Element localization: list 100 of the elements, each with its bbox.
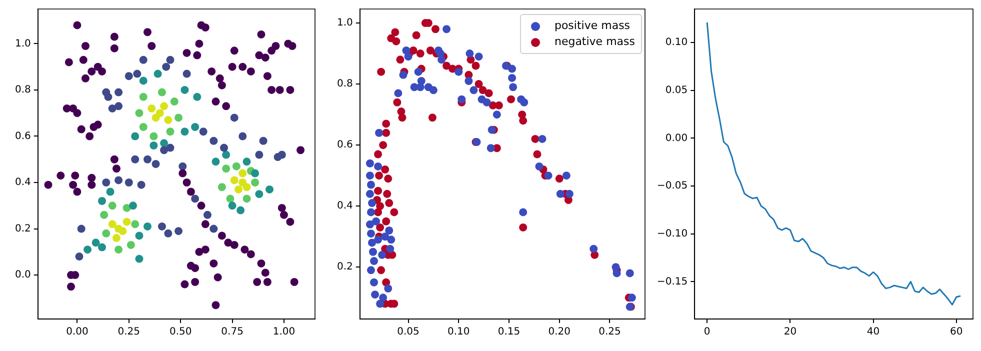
y-tick-label: −0.05 bbox=[656, 180, 688, 192]
point bbox=[98, 197, 106, 206]
point bbox=[222, 164, 230, 173]
point bbox=[152, 160, 160, 168]
point bbox=[102, 229, 110, 238]
x-tick-label: 0.00 bbox=[66, 326, 88, 338]
point bbox=[154, 70, 162, 78]
point bbox=[148, 104, 156, 112]
y-tick-label: 0.00 bbox=[665, 132, 688, 144]
y-tick-label: 0.4 bbox=[14, 177, 31, 188]
legend-label: negative mass bbox=[554, 34, 635, 50]
point bbox=[102, 88, 110, 96]
point bbox=[126, 240, 135, 249]
point bbox=[156, 109, 164, 118]
point bbox=[242, 194, 251, 203]
y-tick-label: −0.10 bbox=[656, 228, 688, 240]
point bbox=[144, 155, 152, 164]
point bbox=[193, 92, 202, 101]
point bbox=[251, 178, 260, 187]
point bbox=[84, 246, 92, 254]
point bbox=[230, 114, 238, 122]
point bbox=[226, 194, 234, 203]
point bbox=[139, 76, 148, 85]
point bbox=[150, 141, 158, 150]
point bbox=[251, 169, 260, 178]
point bbox=[108, 104, 116, 112]
point bbox=[106, 188, 114, 196]
point bbox=[180, 128, 189, 136]
point bbox=[112, 234, 120, 242]
point bbox=[255, 150, 264, 159]
x-tick-label: 0.50 bbox=[169, 326, 192, 338]
point bbox=[222, 150, 230, 159]
point bbox=[131, 220, 140, 228]
x-tick-label: 0.05 bbox=[397, 326, 420, 338]
point bbox=[278, 150, 286, 159]
point bbox=[114, 176, 123, 184]
point bbox=[259, 136, 268, 145]
x-tick-label: 40 bbox=[866, 326, 880, 338]
x-tick-label: 0.20 bbox=[548, 326, 571, 338]
x-tick-label: 0.25 bbox=[118, 326, 140, 338]
point bbox=[218, 183, 226, 192]
y-tick-label: 0.10 bbox=[665, 37, 688, 48]
point bbox=[220, 144, 228, 152]
point bbox=[122, 204, 131, 212]
point bbox=[158, 88, 166, 96]
point bbox=[124, 72, 133, 80]
point bbox=[133, 70, 142, 78]
y-tick-label: 1.0 bbox=[336, 18, 353, 29]
point bbox=[108, 220, 116, 228]
point bbox=[234, 185, 242, 194]
legend-label: positive mass bbox=[554, 18, 630, 34]
point bbox=[114, 224, 123, 233]
point bbox=[137, 180, 146, 189]
point bbox=[228, 202, 236, 210]
point bbox=[212, 158, 220, 166]
point bbox=[199, 128, 208, 136]
point bbox=[150, 132, 158, 140]
y-tick-label: 0.2 bbox=[336, 262, 353, 273]
point bbox=[182, 70, 191, 78]
point bbox=[135, 254, 144, 263]
x-tick-label: 0.25 bbox=[598, 326, 621, 338]
point bbox=[191, 194, 200, 203]
y-tick-label: 0.2 bbox=[14, 223, 31, 234]
point bbox=[122, 218, 131, 226]
point bbox=[160, 102, 168, 110]
point bbox=[131, 155, 140, 164]
y-tick-label: 0.05 bbox=[665, 84, 688, 96]
point bbox=[75, 252, 84, 261]
x-tick-label: 0.75 bbox=[221, 326, 244, 338]
point bbox=[210, 224, 218, 233]
point bbox=[144, 222, 152, 230]
x-tick-label: 0.15 bbox=[498, 326, 520, 338]
point bbox=[166, 144, 174, 152]
x-tick-label: 60 bbox=[950, 326, 963, 338]
x-tick-label: 20 bbox=[784, 326, 797, 338]
point bbox=[139, 92, 148, 101]
point bbox=[108, 202, 116, 210]
point bbox=[191, 122, 200, 131]
point bbox=[160, 146, 168, 154]
x-tick-label: 0.10 bbox=[447, 326, 470, 338]
point bbox=[238, 132, 247, 140]
point bbox=[135, 232, 144, 240]
x-tick-label: 1.00 bbox=[272, 326, 296, 338]
y-tick-label: 0.6 bbox=[14, 130, 31, 142]
point bbox=[236, 206, 245, 214]
point bbox=[135, 109, 144, 118]
point bbox=[174, 227, 183, 236]
point bbox=[266, 185, 274, 194]
point bbox=[238, 178, 247, 187]
point bbox=[129, 202, 138, 210]
y-tick-label: 0.8 bbox=[14, 84, 31, 96]
point bbox=[164, 116, 172, 124]
point bbox=[166, 56, 174, 64]
point bbox=[230, 176, 238, 184]
point bbox=[174, 114, 183, 122]
point bbox=[139, 122, 148, 131]
point bbox=[98, 243, 106, 252]
point bbox=[100, 210, 108, 219]
point bbox=[255, 190, 264, 198]
point bbox=[232, 162, 240, 170]
